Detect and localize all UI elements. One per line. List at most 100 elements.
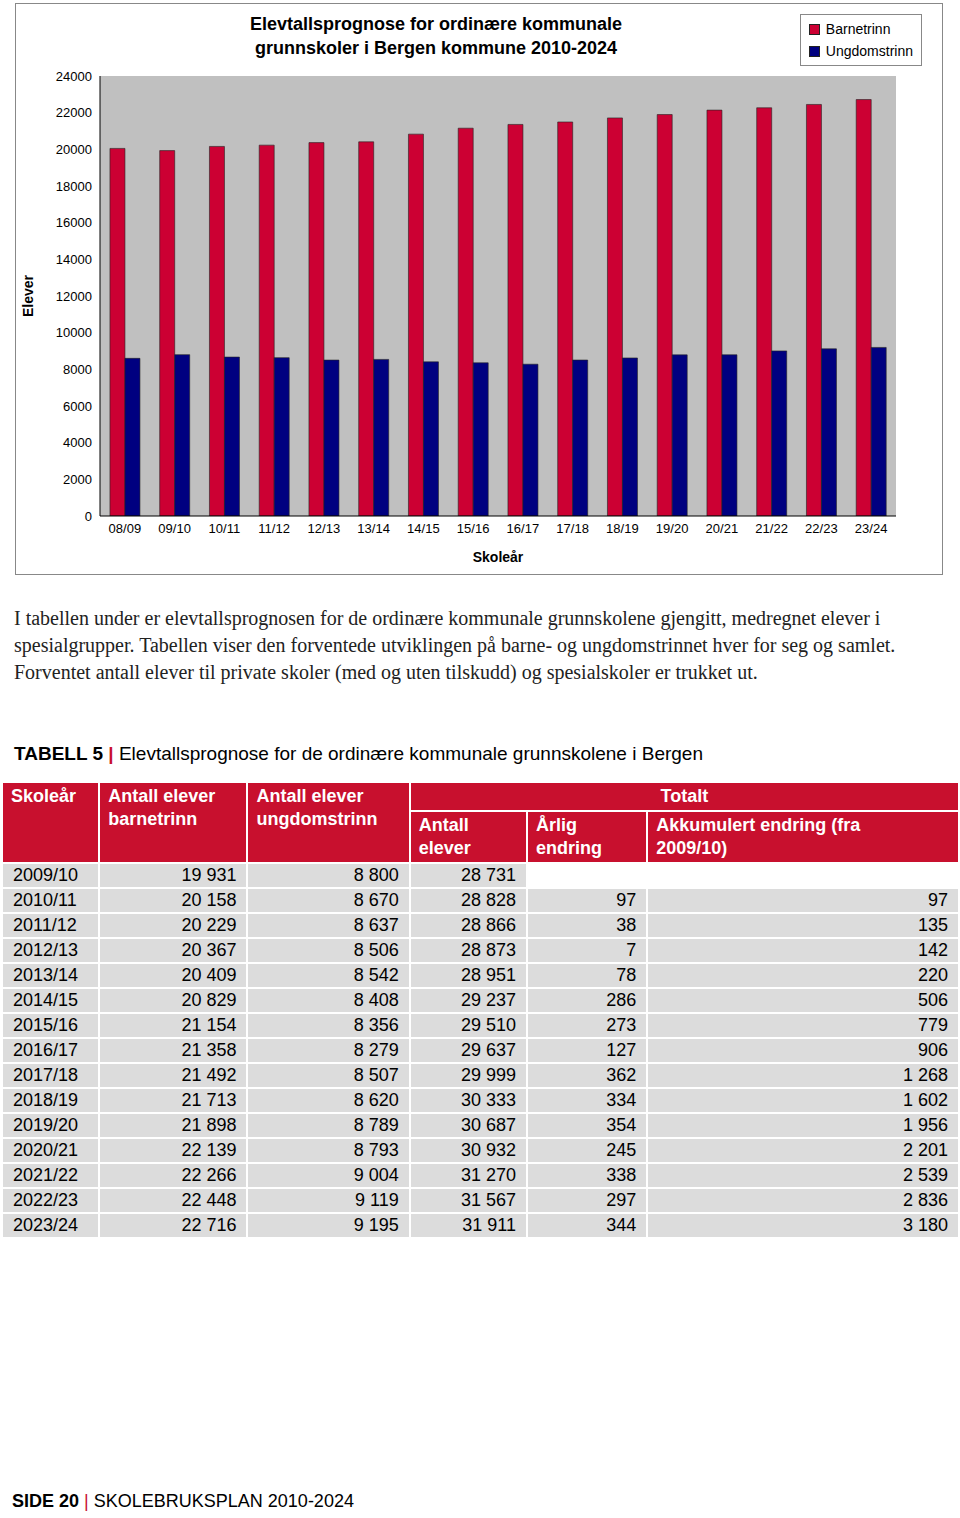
svg-text:13/14: 13/14	[357, 521, 390, 536]
svg-text:Skoleår: Skoleår	[473, 549, 524, 565]
html-text:8 800: 8 800	[353, 865, 399, 885]
html-text:286: 286	[606, 990, 637, 1010]
html-text:2019/20: 2019/20	[13, 1115, 79, 1135]
html-text:779: 779	[918, 1015, 948, 1035]
svg-text:18000: 18000	[56, 179, 92, 194]
html-text:2009/10: 2009/10	[13, 865, 79, 885]
html-text:21 492: 21 492	[181, 1065, 237, 1085]
svg-text:20/21: 20/21	[706, 521, 739, 536]
svg-text:6000: 6000	[63, 399, 92, 414]
svg-text:20000: 20000	[56, 142, 92, 157]
svg-text:19/20: 19/20	[656, 521, 689, 536]
html-text:2016/17: 2016/17	[13, 1040, 79, 1060]
html-text:97: 97	[616, 890, 637, 910]
html-text:142: 142	[918, 940, 948, 960]
html-text:20 409: 20 409	[181, 965, 237, 985]
svg-text:21/22: 21/22	[755, 521, 788, 536]
html-text:I tabellen under er elevtallsp: I tabellen under er elevtallsprognosen f…	[14, 607, 896, 683]
html-text:19 931: 19 931	[181, 865, 237, 885]
html-text:29 637: 29 637	[461, 1040, 516, 1060]
html-text:Skoleår: Skoleår	[11, 786, 76, 806]
svg-text:14000: 14000	[56, 252, 92, 267]
html-text:8 620: 8 620	[353, 1090, 399, 1110]
html-text:21 713: 21 713	[181, 1090, 237, 1110]
html-text:97: 97	[928, 890, 948, 910]
html-text:Antall elever: Antall elever	[418, 815, 471, 858]
html-text:2013/14: 2013/14	[13, 965, 79, 985]
html-text:28 866: 28 866	[461, 915, 516, 935]
html-text:Totalt: Totalt	[660, 786, 709, 806]
html-text:362: 362	[606, 1065, 637, 1085]
html-text:2015/16: 2015/16	[13, 1015, 79, 1035]
html-text:273: 273	[606, 1015, 637, 1035]
svg-text:4000: 4000	[63, 435, 92, 450]
html-text:78: 78	[616, 965, 637, 985]
html-text:28 873: 28 873	[461, 940, 516, 960]
html-text:8 637: 8 637	[353, 915, 399, 935]
html-text:Elevtallsprognose for ordinære: Elevtallsprognose for ordinære kommunale…	[250, 14, 622, 58]
svg-text:15/16: 15/16	[457, 521, 490, 536]
html-text:2017/18: 2017/18	[13, 1065, 79, 1085]
svg-text:12/13: 12/13	[308, 521, 341, 536]
html-text:20 158: 20 158	[181, 890, 237, 910]
html-text:8 507: 8 507	[353, 1065, 399, 1085]
html-text:506: 506	[918, 990, 948, 1010]
html-text:20 229: 20 229	[181, 915, 237, 935]
svg-text:14/15: 14/15	[407, 521, 440, 536]
html-text:2010/11: 2010/11	[13, 890, 77, 910]
html-text:29 999: 29 999	[461, 1065, 516, 1085]
svg-text:12000: 12000	[56, 289, 92, 304]
html-text:20 829: 20 829	[181, 990, 237, 1010]
html-text:8 356: 8 356	[353, 1015, 399, 1035]
html-text:21 898: 21 898	[181, 1115, 237, 1135]
svg-text:8000: 8000	[63, 362, 92, 377]
svg-text:22/23: 22/23	[805, 521, 838, 536]
svg-text:2000: 2000	[63, 472, 92, 487]
html-text:334: 334	[606, 1090, 637, 1110]
html-text:21 358: 21 358	[181, 1040, 237, 1060]
svg-text:09/10: 09/10	[158, 521, 191, 536]
html-text:38: 38	[616, 915, 637, 935]
html-text:906: 906	[918, 1040, 948, 1060]
svg-text:0: 0	[85, 509, 92, 524]
html-text:8 279: 8 279	[353, 1040, 399, 1060]
html-text:30 333: 30 333	[461, 1090, 516, 1110]
html-text:8 670: 8 670	[353, 890, 399, 910]
html-text:Akkumulert endring (fra 2009/1: Akkumulert endring (fra 2009/10)	[656, 815, 861, 858]
html-text:29 237: 29 237	[461, 990, 516, 1010]
svg-text:16/17: 16/17	[507, 521, 540, 536]
html-text:8 506: 8 506	[353, 940, 399, 960]
html-text:29 510: 29 510	[461, 1015, 516, 1035]
html-text:1 268: 1 268	[903, 1065, 948, 1085]
html-text:2018/19: 2018/19	[13, 1090, 79, 1110]
svg-text:11/12: 11/12	[258, 521, 290, 536]
html-text:127: 127	[606, 1040, 637, 1060]
html-text:TABELL 5 | Elevtallsprognose f: TABELL 5 | Elevtallsprognose for de ordi…	[14, 743, 703, 764]
svg-text:23/24: 23/24	[855, 521, 888, 536]
html-text:Årlig endring: Årlig endring	[536, 815, 602, 858]
html-text:2012/13: 2012/13	[13, 940, 79, 960]
svg-text:17/18: 17/18	[556, 521, 589, 536]
html-text:8 542: 8 542	[353, 965, 399, 985]
svg-text:10/11: 10/11	[209, 521, 241, 536]
html-text:220: 220	[918, 965, 948, 985]
svg-text:22000: 22000	[56, 105, 92, 120]
svg-text:Elever: Elever	[20, 274, 36, 317]
html-text:Antall elever ungdomstrinn: Antall elever ungdomstrinn	[256, 786, 378, 829]
html-text:28 731: 28 731	[461, 865, 516, 885]
html-text:28 951: 28 951	[461, 965, 516, 985]
svg-text:24000: 24000	[56, 69, 92, 84]
svg-text:18/19: 18/19	[606, 521, 639, 536]
html-text:20 367: 20 367	[181, 940, 237, 960]
html-text:135: 135	[918, 915, 948, 935]
html-text:8 408: 8 408	[353, 990, 399, 1010]
html-text:2014/15: 2014/15	[13, 990, 79, 1010]
svg-text:16000: 16000	[56, 215, 92, 230]
html-text:2011/12: 2011/12	[13, 915, 77, 935]
html-text:28 828: 28 828	[461, 890, 516, 910]
svg-text:08/09: 08/09	[109, 521, 142, 536]
html-text:1 602: 1 602	[903, 1090, 948, 1110]
svg-text:10000: 10000	[56, 325, 92, 340]
html-text:Antall elever barnetrinn: Antall elever barnetrinn	[108, 786, 216, 829]
html-text:21 154: 21 154	[181, 1015, 237, 1035]
